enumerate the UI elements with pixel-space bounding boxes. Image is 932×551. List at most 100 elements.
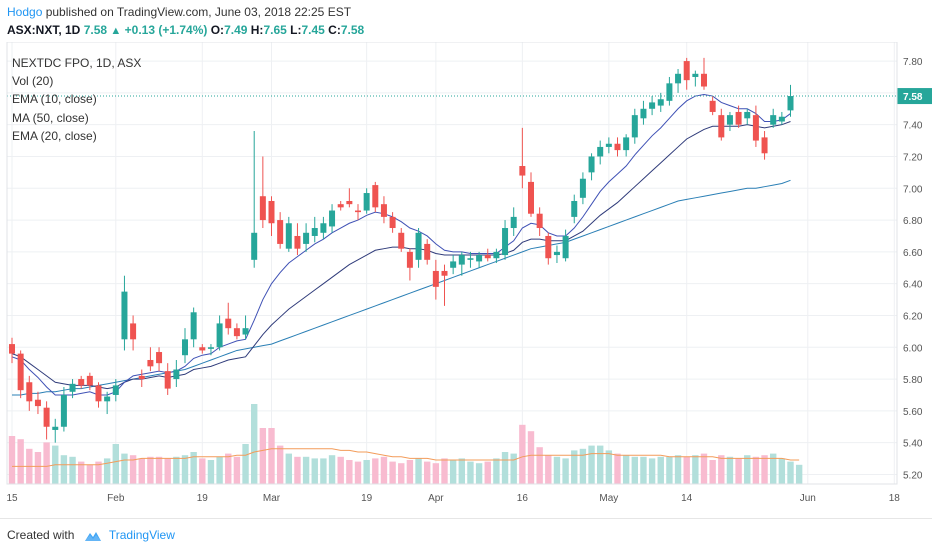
volume-bar [380,456,388,484]
volume-bar [69,456,76,484]
open-label: O: [210,23,225,37]
candle-body [735,111,742,125]
candle-body [701,73,707,87]
close-value: 7.58 [340,23,365,37]
candle-body [346,200,353,205]
volume-bar [424,461,431,484]
candle-body [311,228,318,236]
candle-body [95,385,102,402]
volume-bar [579,448,587,484]
y-tick-label: 6.80 [903,216,923,227]
candle-body [251,232,258,260]
tradingview-brand[interactable]: TradingView [108,528,175,542]
legend-symbol[interactable]: NEXTDC FPO, 1D, ASX [12,56,142,70]
candle-body [60,394,67,427]
candle-body [424,243,431,260]
candle-body [69,383,76,392]
y-tick-label: 6.00 [903,343,923,354]
legend-ma50[interactable]: MA (50, close) [12,110,89,125]
candle-body [450,261,457,268]
candle-body [78,379,85,386]
candle-body [709,100,716,112]
volume-bar [718,455,725,484]
low-label: L: [290,23,302,37]
symbol-label: ASX:NXT, 1D [7,23,81,37]
legend-vol[interactable]: Vol (20) [12,74,54,89]
volume-bar [761,455,768,484]
volume-bar [795,464,803,484]
price-chart[interactable]: 7.807.607.407.207.006.806.606.406.206.00… [0,42,932,518]
candle-body [718,115,725,138]
candle-body [242,328,249,335]
candle-body [545,235,552,259]
volume-bar [155,456,163,484]
x-tick-label: Feb [107,493,125,504]
volume-bar [657,456,664,484]
plot-frame [6,42,898,485]
chart-header: Hodgo published on TradingView.com, June… [0,0,932,42]
volume-bar [294,456,301,484]
candle-body [173,369,180,380]
legend-ema20[interactable]: EMA (20, close) [12,128,97,143]
volume-bar [216,456,223,484]
candle-body [752,115,759,141]
volume-bar [415,458,422,484]
volume-bar [778,458,786,484]
volume-bar [328,455,336,484]
x-tick-label: Apr [428,493,444,504]
candle-body [259,196,266,221]
x-tick-label: 19 [197,493,209,504]
candle-body [52,426,59,430]
volume-bar [614,453,621,484]
volume-bar [493,458,500,484]
candle-body [528,181,534,214]
volume-bar [441,458,448,484]
candle-body [285,223,292,249]
y-tick-label: 7.40 [903,121,923,132]
x-tick-label: 19 [361,493,373,504]
volume-bar [164,458,171,484]
volume-bar [311,458,318,484]
candle-body [372,185,379,208]
candle-body [597,146,604,157]
volume-bar [527,431,535,484]
volume-bar [302,456,310,484]
candle-body [692,73,699,77]
open-value: 7.49 [224,23,248,37]
volume-bar [536,447,543,484]
last-price-marker [897,88,932,105]
x-tick-label: Mar [263,493,281,504]
volume-bar [337,456,344,484]
candle-body [329,210,336,227]
candle-body [562,235,569,259]
volume-bar [112,444,119,484]
volume-bar [648,458,656,484]
volume-bar [752,456,760,484]
candle-body [631,115,638,138]
volume-bar [225,453,232,484]
candle-body [216,323,223,348]
candle-body [233,328,240,337]
candle-body [406,251,413,268]
x-tick-label: 16 [517,493,529,504]
candle-body [43,407,50,427]
candle-body [190,312,197,340]
candle-body [571,200,578,217]
volume-bar [147,456,154,484]
legend-ema10[interactable]: EMA (10, close) [12,92,97,107]
candle-body [294,235,301,249]
volume-ma-line [12,448,800,467]
close-label: C: [328,23,341,37]
candle-body [17,353,24,391]
volume-bar [138,458,145,484]
author-link[interactable]: Hodgo [7,5,43,19]
tradingview-logo-icon[interactable] [84,530,102,542]
volume-bar [449,460,457,484]
candle-body [553,251,560,256]
volume-bar [173,456,180,484]
x-tick-label: Jun [800,493,816,504]
candle-body [536,213,543,229]
candle-body [34,399,41,407]
candle-body [432,270,439,287]
candle-body [787,96,794,111]
